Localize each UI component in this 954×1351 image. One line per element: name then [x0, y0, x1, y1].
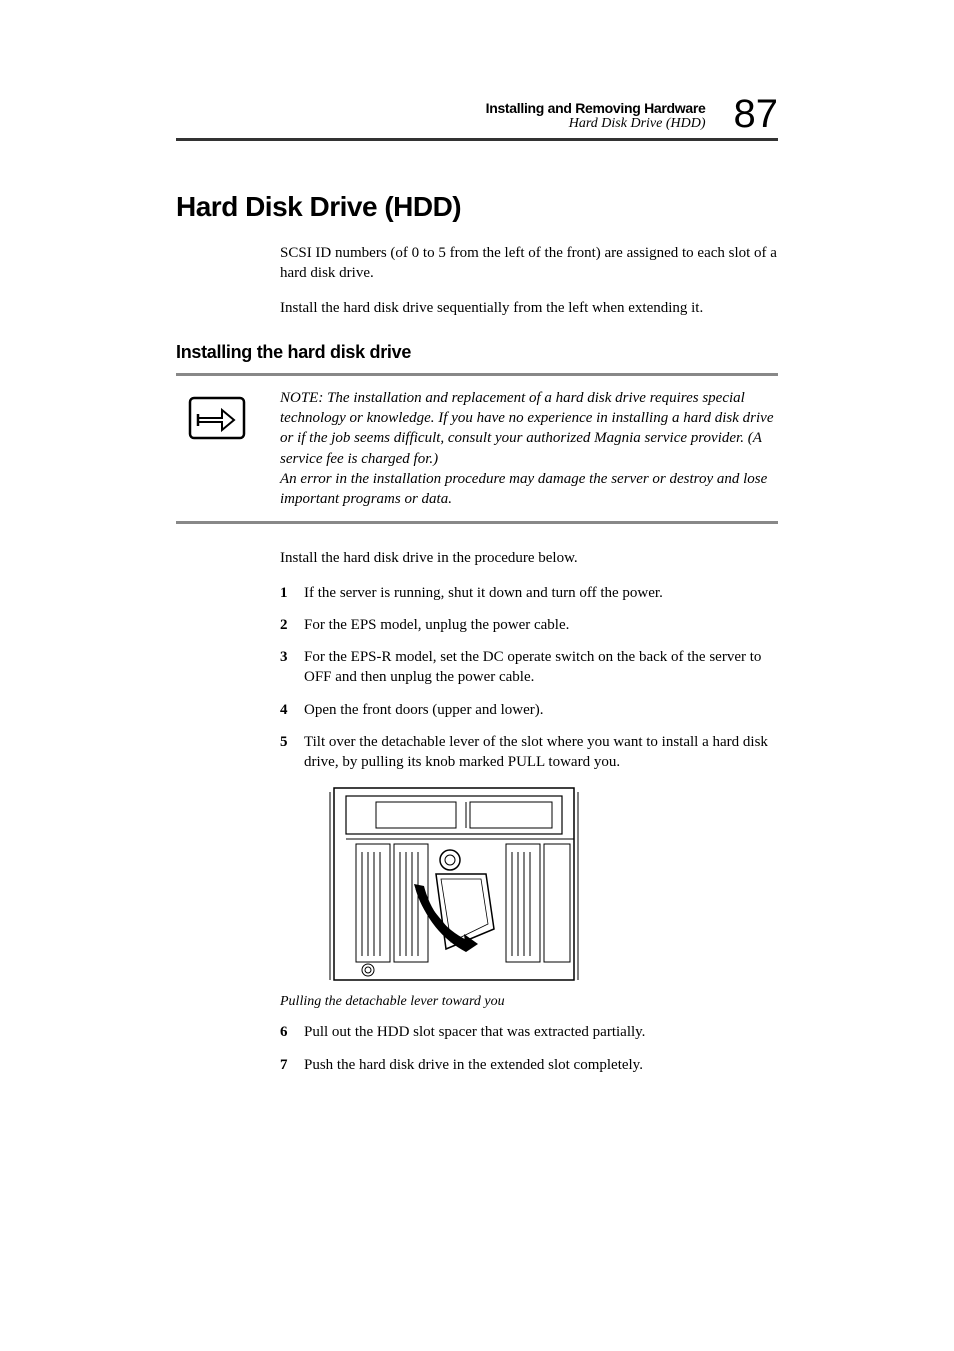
procedure-step: For the EPS-R model, set the DC operate … — [280, 647, 778, 688]
note-block: NOTE: The installation and replacement o… — [176, 388, 778, 510]
intro-paragraph-2: Install the hard disk drive sequentially… — [280, 298, 778, 318]
header-section-title: Hard Disk Drive (HDD) — [486, 116, 706, 132]
note-text: NOTE: The installation and replacement o… — [280, 388, 778, 510]
note-pointing-hand-icon — [184, 390, 250, 446]
main-heading: Hard Disk Drive (HDD) — [176, 191, 778, 223]
figure-hdd-lever-illustration — [316, 784, 596, 984]
procedure-step: Open the front doors (upper and lower). — [280, 700, 778, 720]
note-divider-top — [176, 373, 778, 376]
procedure-step: For the EPS model, unplug the power cabl… — [280, 615, 778, 635]
procedure-list-2: Pull out the HDD slot spacer that was ex… — [280, 1022, 778, 1075]
procedure-step: Tilt over the detachable lever of the sl… — [280, 732, 778, 773]
header-divider — [176, 138, 778, 141]
intro-paragraph-1: SCSI ID numbers (of 0 to 5 from the left… — [280, 243, 778, 284]
pre-list-text: Install the hard disk drive in the proce… — [280, 548, 778, 568]
procedure-step: If the server is running, shut it down a… — [280, 583, 778, 603]
procedure-step: Push the hard disk drive in the extended… — [280, 1055, 778, 1075]
note-divider-bottom — [176, 521, 778, 524]
procedure-list-1: If the server is running, shut it down a… — [280, 583, 778, 773]
sub-heading: Installing the hard disk drive — [176, 342, 778, 363]
figure-caption: Pulling the detachable lever toward you — [280, 994, 778, 1010]
figure-container: Pulling the detachable lever toward you — [304, 784, 778, 1010]
procedure-step: Pull out the HDD slot spacer that was ex… — [280, 1022, 778, 1042]
page-number: 87 — [734, 94, 779, 134]
header-chapter-title: Installing and Removing Hardware — [486, 100, 706, 116]
page-header: Installing and Removing Hardware Hard Di… — [176, 100, 778, 134]
header-text-block: Installing and Removing Hardware Hard Di… — [486, 100, 706, 132]
